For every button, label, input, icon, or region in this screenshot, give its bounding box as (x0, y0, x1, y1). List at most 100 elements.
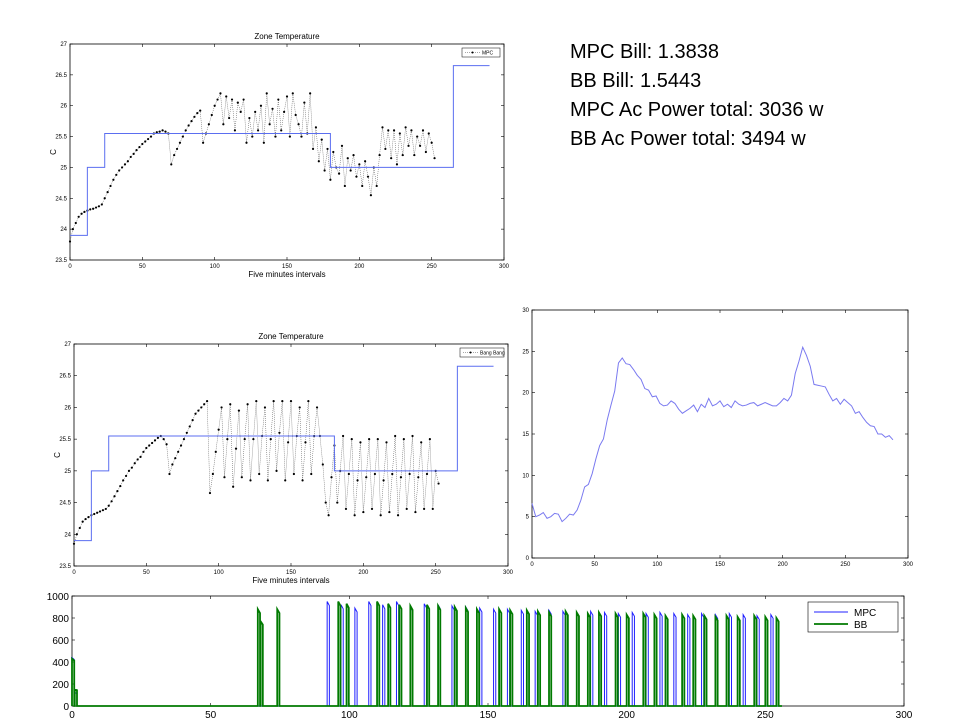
zone-bb-series-bang-bang-point (171, 463, 174, 466)
zone-bb-series-bang-bang-point (379, 514, 382, 517)
ambient-y-tick-label: 10 (522, 473, 529, 479)
zone-mpc-series-mpc-point (381, 126, 384, 129)
zone-mpc-series-mpc-point (190, 120, 193, 123)
zone-mpc-series-mpc-point (184, 129, 187, 132)
ambient-x-tick-label: 50 (591, 562, 598, 568)
zone-bb-series-bang-bang-point (275, 469, 278, 472)
zone-bb-series-bang-bang-point (411, 434, 414, 438)
zone-mpc-series-mpc-point (126, 160, 129, 163)
zone-bb-series-bang-bang-point (122, 479, 125, 482)
zone-mpc-y-tick-label: 24 (60, 227, 67, 233)
zone-mpc-series-mpc-point (94, 206, 98, 209)
zone-mpc-series-mpc-point (401, 153, 404, 157)
zone-mpc-series-mpc-point (147, 137, 150, 141)
zone-mpc-series-mpc-point (364, 160, 367, 163)
zone-bb-series-bang-bang-point (232, 485, 235, 488)
zone-mpc-series-mpc-point (317, 160, 320, 163)
zone-mpc-series-mpc-point (320, 138, 323, 141)
stats-panel: MPC Bill: 1.3838 BB Bill: 1.5443 MPC Ac … (570, 38, 940, 154)
zone-bb-series-bang-bang-point (72, 542, 76, 545)
power-x-tick-label: 250 (757, 710, 774, 720)
zone-bb-series-bang-bang-point (362, 510, 365, 514)
zone-mpc-y-tick-label: 26.5 (55, 73, 67, 79)
zone-bb-legend-box (459, 347, 505, 358)
zone-bb-series-bang-bang-point (162, 438, 165, 441)
zone-mpc-series-mpc-point (297, 123, 300, 126)
zone-mpc-series-mpc-point (219, 92, 222, 95)
ambient-y-tick-label: 25 (522, 349, 529, 355)
zone-bb-x-tick-label: 150 (286, 570, 297, 576)
zone-bb-x-tick-label: 300 (503, 570, 514, 576)
zone-mpc-y-tick-label: 27 (60, 42, 67, 48)
ambient-x-tick-label: 250 (840, 562, 851, 568)
zone-bb-series-bang-bang-point (341, 434, 345, 438)
zone-mpc-series-mpc-point (170, 163, 173, 166)
zone-bb-series-bang-bang-point (263, 406, 267, 409)
power-legend-label: BB (854, 620, 868, 631)
bb-power-total-text: BB Ac Power total: 3494 w (570, 128, 806, 150)
zone-bb-series-bang-bang-point (104, 507, 107, 511)
zone-mpc-series-mpc-point (404, 126, 407, 129)
zone-mpc-series-mpc-point (248, 116, 251, 120)
zone-bb-series-bang-bang-point (139, 455, 142, 459)
zone-bb-series-bang-bang-point (188, 425, 191, 428)
zone-bb-series-bang-bang-point (391, 472, 394, 476)
zone-mpc-legend-label: MPC (482, 51, 494, 57)
zone-bb-series-bang-bang-point (324, 501, 327, 504)
zone-bb-series-bang-bang-point (307, 399, 310, 403)
zone-mpc-series-mpc-point (175, 147, 179, 151)
zone-mpc-series-mpc-point (398, 132, 401, 135)
zone-bb-series-bang-bang-point (402, 438, 405, 441)
zone-bb-series-bang-bang-point (205, 399, 209, 403)
zone-bb-series-bang-bang-point (370, 507, 374, 511)
zone-bb-series-bang-bang-point (420, 441, 423, 444)
zone-mpc-series-mpc-point (280, 129, 283, 132)
zone-mpc-y-tick-label: 26 (60, 104, 67, 110)
zone-mpc-title: Zone Temperature (254, 32, 320, 41)
zone-mpc-series-mpc-point (97, 205, 101, 208)
zone-bb-x-axis-label: Five minutes intervals (252, 576, 329, 585)
zone-bb-y-tick-label: 25.5 (59, 437, 71, 443)
zone-bb-series-bang-bang-point (211, 472, 214, 476)
zone-mpc-series-mpc-point (427, 132, 430, 135)
zone-mpc-series-mpc-point (407, 144, 410, 147)
zone-mpc-series-mpc-point (158, 130, 161, 133)
zone-bb-series-bang-bang-point (142, 450, 145, 453)
zone-mpc-series-mpc-point (228, 116, 231, 120)
power-x-tick-label: 300 (896, 710, 913, 720)
zone-mpc-series-mpc-point (288, 135, 291, 138)
zone-bb-series-bang-bang-point (396, 514, 400, 517)
zone-mpc-series-mpc-point (193, 115, 196, 118)
power-y-tick-label: 200 (52, 680, 69, 691)
zone-bb-series-bang-bang-point (194, 412, 197, 415)
zone-bb-series-bang-bang-point (156, 436, 160, 439)
zone-bb-series-bang-bang-point (266, 479, 269, 482)
zone-mpc-series-mpc-point (213, 104, 216, 107)
zone-bb-series-bang-bang-point (243, 438, 246, 441)
zone-bb-x-tick-label: 250 (431, 570, 442, 576)
zone-mpc-series-mpc-point (283, 110, 286, 113)
zone-bb-series-bang-bang-point (78, 526, 81, 530)
zone-mpc-series-mpc-point (141, 142, 144, 146)
zone-bb-series-bang-bang-point (234, 447, 238, 450)
zone-mpc-series-mpc-point (239, 110, 242, 113)
zone-bb-series-bang-bang-point (223, 476, 226, 479)
zone-mpc-series-mpc-point (262, 141, 265, 144)
zone-mpc-series-mpc-point (421, 129, 425, 132)
zone-mpc-series-mpc-point (256, 129, 260, 132)
zone-mpc-series-mpc-point (265, 92, 268, 95)
zone-mpc-series-mpc-point (274, 135, 277, 138)
ambient-y-tick-label: 15 (522, 432, 529, 438)
zone-mpc-series-mpc-point (80, 212, 83, 215)
zone-bb-series-bang-bang-point (98, 510, 102, 513)
power-y-tick-label: 800 (52, 614, 69, 625)
zone-bb-series-bang-bang-point (130, 466, 133, 469)
zone-bb-series-bang-bang-point (153, 439, 157, 442)
ambient-x-tick-label: 100 (652, 562, 663, 568)
zone-bb-series-bang-bang-point (376, 438, 379, 441)
zone-mpc-x-axis-label: Five minutes intervals (248, 270, 325, 279)
zone-mpc-y-tick-label: 25.5 (55, 135, 67, 141)
zone-mpc-series-mpc-point (161, 129, 164, 132)
zone-bb-series-bang-bang-point (428, 438, 431, 441)
zone-bb-series-bang-bang-point (301, 479, 304, 482)
